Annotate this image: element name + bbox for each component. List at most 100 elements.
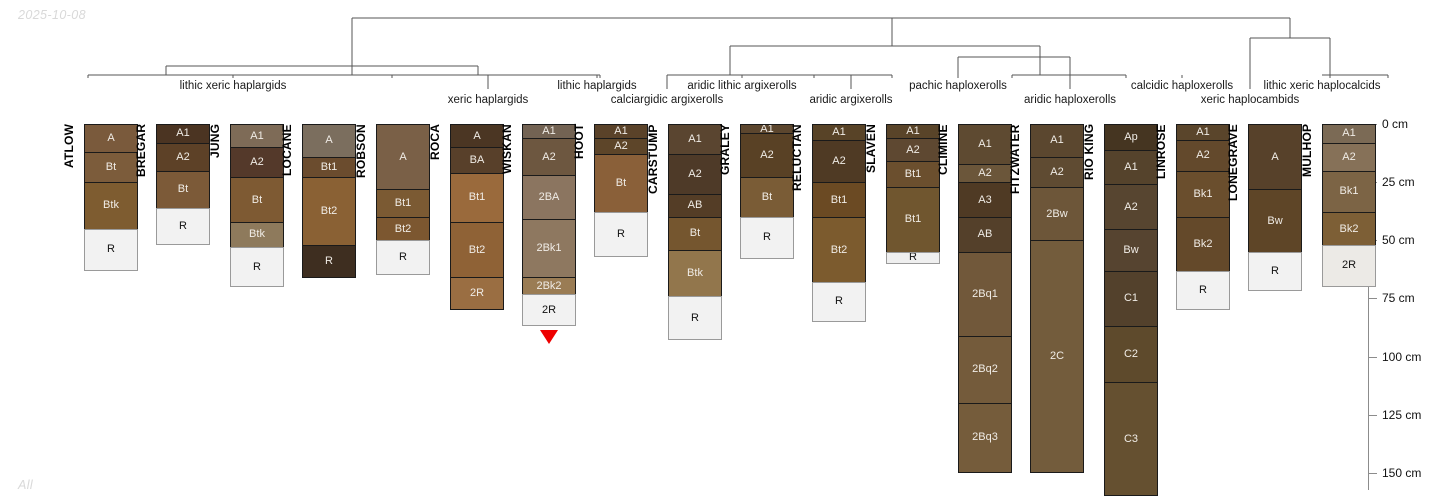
horizon-label: R: [325, 254, 333, 267]
soil-horizon[interactable]: Bt2: [376, 217, 430, 241]
soil-horizon[interactable]: R: [376, 240, 430, 276]
soil-horizon[interactable]: AB: [958, 217, 1012, 252]
soil-horizon[interactable]: A1: [230, 124, 284, 148]
soil-horizon[interactable]: R: [740, 217, 794, 259]
soil-horizon[interactable]: A2: [1104, 184, 1158, 229]
soil-horizon[interactable]: A: [302, 124, 356, 157]
soil-horizon[interactable]: Bt1: [376, 189, 430, 218]
horizon-label: A1: [1124, 161, 1138, 174]
soil-horizon[interactable]: 2Bk2: [522, 277, 576, 294]
soil-horizon[interactable]: Bk1: [1322, 170, 1376, 213]
soil-horizon[interactable]: Bt2: [450, 221, 504, 278]
soil-horizon[interactable]: R: [812, 282, 866, 322]
soil-horizon[interactable]: 2R: [1322, 244, 1376, 287]
soil-horizon[interactable]: 2Bq1: [958, 251, 1012, 336]
soil-horizon[interactable]: R: [1248, 251, 1302, 292]
profile-name-label: ROCA: [428, 124, 442, 161]
soil-horizon[interactable]: A1: [594, 124, 648, 138]
soil-horizon[interactable]: R: [668, 296, 722, 341]
soil-horizon[interactable]: A2: [1176, 140, 1230, 171]
soil-horizon[interactable]: A: [84, 124, 138, 152]
soil-horizon[interactable]: 2Bw: [1030, 186, 1084, 241]
axis-tick: [1368, 298, 1377, 300]
soil-horizon[interactable]: Bk2: [1322, 212, 1376, 245]
soil-horizon[interactable]: Bt1: [302, 156, 356, 178]
horizon-label: Btk: [687, 266, 703, 279]
soil-horizon[interactable]: R: [302, 244, 356, 278]
soil-horizon[interactable]: Bt: [594, 154, 648, 213]
soil-horizon[interactable]: Bt1: [886, 161, 940, 187]
soil-horizon[interactable]: 2Bq2: [958, 335, 1012, 404]
soil-horizon[interactable]: A1: [1030, 124, 1084, 157]
soil-horizon[interactable]: Btk: [668, 249, 722, 297]
soil-horizon[interactable]: Bt2: [812, 217, 866, 283]
soil-horizon[interactable]: Bt: [84, 151, 138, 183]
soil-horizon[interactable]: C1: [1104, 270, 1158, 327]
soil-horizon[interactable]: A1: [1104, 149, 1158, 185]
soil-horizon[interactable]: Bt1: [812, 182, 866, 218]
soil-horizon[interactable]: A2: [1030, 156, 1084, 187]
soil-horizon[interactable]: R: [886, 251, 940, 264]
soil-horizon[interactable]: R: [230, 247, 284, 287]
soil-horizon[interactable]: A2: [740, 133, 794, 178]
soil-horizon[interactable]: Bw: [1104, 228, 1158, 271]
soil-horizon[interactable]: A1: [958, 124, 1012, 164]
soil-horizon[interactable]: C3: [1104, 382, 1158, 497]
soil-horizon[interactable]: A1: [668, 124, 722, 155]
soil-horizon[interactable]: 2R: [450, 277, 504, 311]
soil-horizon[interactable]: A1: [886, 124, 940, 138]
soil-horizon[interactable]: Bt: [230, 177, 284, 222]
profile-name-label: LONEGRAVE: [1226, 124, 1240, 201]
soil-horizon[interactable]: Ap: [1104, 124, 1158, 150]
soil-horizon[interactable]: Bt: [740, 177, 794, 218]
soil-horizon[interactable]: A1: [812, 124, 866, 141]
soil-horizon[interactable]: AB: [668, 193, 722, 218]
soil-horizon[interactable]: A: [450, 124, 504, 148]
horizon-column: A1 A2 Bk1 Bk2 R: [1176, 124, 1230, 311]
horizon-label: BA: [469, 154, 485, 167]
horizon-column: A1 A2 Bt1 Bt1 R: [886, 124, 940, 264]
soil-horizon[interactable]: R: [594, 212, 648, 257]
soil-horizon[interactable]: R: [84, 228, 138, 271]
soil-horizon[interactable]: A1: [156, 124, 210, 143]
soil-horizon[interactable]: A2: [812, 140, 866, 183]
soil-horizon[interactable]: A2: [668, 154, 722, 194]
soil-horizon[interactable]: A2: [156, 142, 210, 171]
soil-horizon[interactable]: A1: [1322, 124, 1376, 143]
soil-horizon[interactable]: Bt: [156, 170, 210, 208]
soil-horizon[interactable]: C2: [1104, 326, 1158, 383]
soil-horizon[interactable]: A1: [740, 124, 794, 134]
soil-horizon[interactable]: Bw: [1248, 189, 1302, 252]
soil-horizon[interactable]: 2BA: [522, 175, 576, 220]
soil-horizon[interactable]: Bk2: [1176, 217, 1230, 271]
soil-horizon[interactable]: 2Bq3: [958, 403, 1012, 473]
soil-horizon[interactable]: 2Bk1: [522, 219, 576, 278]
soil-horizon[interactable]: A2: [230, 147, 284, 178]
soil-horizon[interactable]: Bt1: [886, 186, 940, 252]
soil-horizon[interactable]: A: [376, 124, 430, 190]
soil-horizon[interactable]: A2: [522, 137, 576, 176]
soil-horizon[interactable]: A: [1248, 124, 1302, 190]
soil-horizon[interactable]: R: [156, 207, 210, 245]
soil-horizon[interactable]: A2: [1322, 142, 1376, 171]
soil-horizon[interactable]: A2: [886, 137, 940, 162]
horizon-label: A2: [906, 143, 920, 156]
soil-horizon[interactable]: A3: [958, 182, 1012, 217]
soil-horizon[interactable]: A2: [958, 163, 1012, 183]
soil-horizon[interactable]: Bk1: [1176, 170, 1230, 218]
soil-horizon[interactable]: 2C: [1030, 240, 1084, 473]
soil-horizon[interactable]: Btk: [84, 182, 138, 229]
soil-horizon[interactable]: A2: [594, 137, 648, 155]
soil-horizon[interactable]: Bt: [668, 217, 722, 250]
soil-horizon[interactable]: R: [1176, 270, 1230, 311]
soil-horizon[interactable]: BA: [450, 147, 504, 173]
horizon-label: 2Bq3: [972, 431, 998, 444]
soil-horizon[interactable]: 2R: [522, 293, 576, 327]
soil-horizon[interactable]: A1: [522, 124, 576, 138]
horizon-label: R: [1271, 265, 1279, 278]
horizon-label: 2R: [541, 303, 557, 316]
soil-horizon[interactable]: A1: [1176, 124, 1230, 141]
soil-horizon[interactable]: Bt2: [302, 177, 356, 245]
soil-horizon[interactable]: Btk: [230, 221, 284, 248]
soil-horizon[interactable]: Bt1: [450, 172, 504, 222]
